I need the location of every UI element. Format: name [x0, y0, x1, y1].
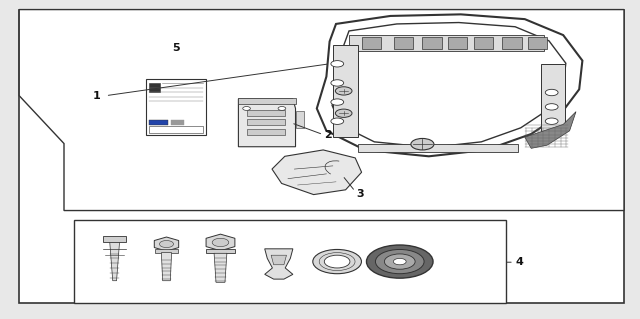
Circle shape: [331, 118, 344, 124]
Bar: [246, 119, 285, 125]
Bar: [502, 37, 522, 49]
Bar: [146, 79, 206, 135]
Bar: [358, 144, 518, 152]
Bar: [394, 37, 413, 49]
Circle shape: [394, 258, 406, 265]
Polygon shape: [161, 253, 172, 281]
Text: 3: 3: [356, 189, 364, 199]
Circle shape: [376, 249, 424, 274]
Circle shape: [545, 89, 558, 96]
Bar: [239, 98, 296, 104]
Bar: [172, 120, 184, 125]
Circle shape: [324, 255, 350, 268]
Polygon shape: [332, 23, 566, 147]
Bar: [296, 111, 303, 128]
Bar: [246, 129, 285, 135]
Circle shape: [331, 99, 344, 105]
Polygon shape: [317, 14, 582, 156]
Polygon shape: [239, 99, 296, 147]
Bar: [149, 126, 204, 133]
Polygon shape: [265, 249, 293, 279]
Bar: [206, 249, 235, 253]
Bar: [422, 37, 442, 49]
Bar: [528, 37, 547, 49]
Bar: [349, 35, 544, 51]
Circle shape: [212, 238, 229, 247]
Bar: [362, 37, 381, 49]
Text: 1: 1: [93, 91, 100, 101]
Bar: [149, 120, 168, 125]
Circle shape: [385, 254, 415, 269]
Bar: [74, 220, 506, 303]
Text: 5: 5: [172, 43, 180, 53]
Text: 4: 4: [515, 257, 523, 267]
Circle shape: [278, 107, 285, 110]
Circle shape: [545, 104, 558, 110]
Polygon shape: [19, 10, 624, 211]
Polygon shape: [154, 237, 179, 251]
Circle shape: [545, 118, 558, 124]
Circle shape: [243, 107, 250, 110]
Polygon shape: [272, 150, 362, 195]
Bar: [155, 249, 178, 253]
Circle shape: [335, 87, 352, 95]
Polygon shape: [271, 255, 287, 265]
Text: 2: 2: [324, 130, 332, 140]
Bar: [541, 64, 565, 131]
Circle shape: [411, 138, 434, 150]
Circle shape: [367, 245, 433, 278]
Bar: [246, 110, 285, 116]
Bar: [448, 37, 467, 49]
Polygon shape: [206, 234, 235, 251]
Bar: [474, 37, 493, 49]
Circle shape: [335, 109, 352, 117]
Circle shape: [313, 249, 362, 274]
Polygon shape: [214, 253, 227, 282]
Bar: [333, 45, 358, 137]
Circle shape: [159, 241, 173, 248]
Polygon shape: [525, 112, 576, 148]
Bar: [103, 236, 126, 242]
Bar: [149, 83, 161, 92]
Polygon shape: [109, 239, 120, 281]
Circle shape: [331, 80, 344, 86]
Circle shape: [331, 61, 344, 67]
